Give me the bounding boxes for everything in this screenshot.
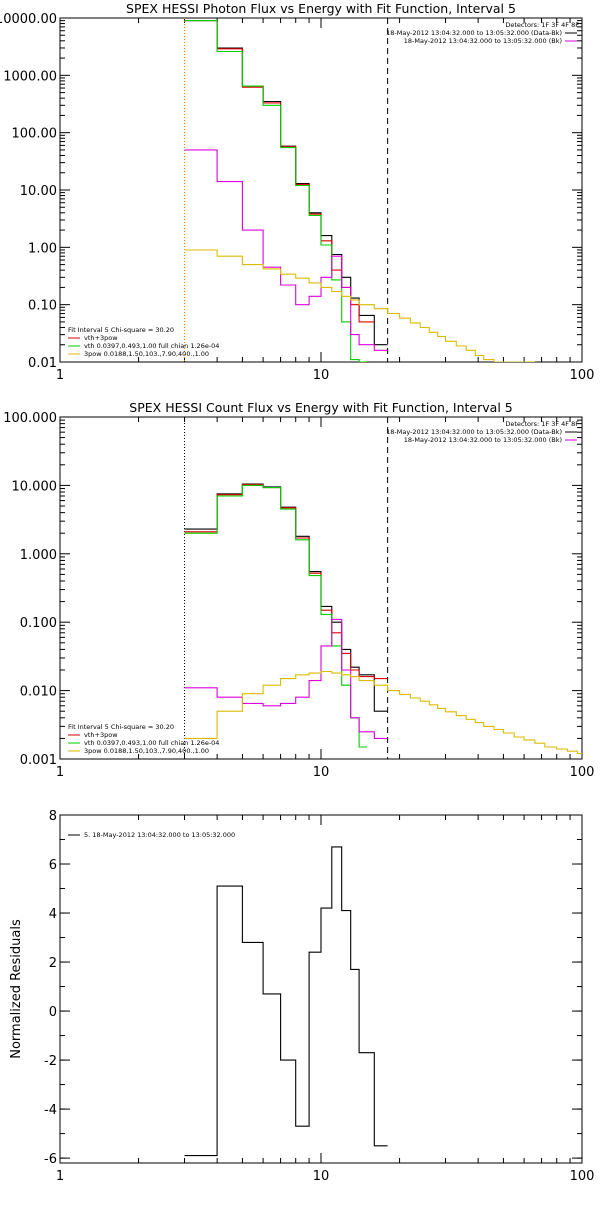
- legend-left: 5. 18-May-2012 13:04:32.000 to 13:05:32.…: [68, 831, 235, 839]
- plot-frame: [59, 814, 583, 1164]
- legend-header: Detectors: 1F 3F 4F 8F: [505, 21, 579, 29]
- chart-title: SPEX HESSI Count Flux vs Energy with Fit…: [129, 400, 512, 415]
- x-tick-label: 100: [570, 765, 595, 780]
- y-tick-label: 100.000: [3, 411, 57, 426]
- legend-label: 3pow 0.0188,1.50,103.,7.90,400.,1.00: [84, 747, 209, 755]
- y-tick-label: 0.10: [28, 299, 57, 314]
- legend-header: Fit Interval 5 Chi-square = 30.20: [68, 326, 174, 334]
- series-line-1: [184, 846, 388, 1157]
- y-tick-label: 1000.00: [3, 69, 57, 84]
- series-line-2: [184, 483, 388, 680]
- legend-label: vth 0.0397,0.493,1.00 full chian 1.26e-0…: [84, 739, 219, 747]
- x-tick-label: 10: [313, 368, 330, 383]
- series-line-5: [184, 249, 535, 362]
- x-tick-label: 10: [313, 1169, 330, 1184]
- plot-frame: [59, 17, 583, 363]
- y-tick-label: 6: [49, 858, 57, 873]
- y-tick-label: 1.00: [28, 241, 57, 256]
- series-group: [184, 846, 388, 1157]
- series-group: [184, 483, 582, 755]
- series-line-2: [184, 20, 375, 323]
- y-tick-label: -2: [44, 1054, 57, 1069]
- y-tick-label: 0: [49, 1005, 57, 1020]
- x-tick-label: 100: [570, 1169, 595, 1184]
- y-tick-label: -6: [44, 1152, 57, 1167]
- series-line-4: [184, 149, 388, 351]
- legend-label: 18-May-2012 13:04:32.000 to 13:05:32.000…: [386, 29, 562, 37]
- series-group: [184, 20, 535, 362]
- y-tick-label: 1.000: [20, 548, 57, 563]
- chart-title: SPEX HESSI Photon Flux vs Energy with Fi…: [126, 1, 516, 16]
- y-tick-label: 8: [49, 809, 57, 824]
- x-tick-label: 1: [56, 765, 64, 780]
- y-tick-label: 10.000: [12, 479, 58, 494]
- legend-header: Fit Interval 5 Chi-square = 30.20: [68, 723, 174, 731]
- legend-label: 5. 18-May-2012 13:04:32.000 to 13:05:32.…: [84, 831, 235, 839]
- chart-1: SPEX HESSI Photon Flux vs Energy with Fi…: [0, 1, 594, 383]
- legend-label: vth+3pow: [84, 731, 118, 739]
- series-line-5: [184, 670, 582, 755]
- series-line-4: [184, 618, 388, 739]
- y-tick-label: -4: [44, 1103, 57, 1118]
- y-tick-label: 100.00: [12, 127, 58, 142]
- legend-label: vth 0.0397,0.493,1.00 full chian 1.26e-0…: [84, 342, 219, 350]
- y-tick-label: 4: [49, 907, 57, 922]
- series-line-3: [184, 484, 367, 748]
- y-tick-label: 0.001: [20, 753, 57, 768]
- y-tick-label: 10.00: [20, 184, 57, 199]
- legend-label: 3pow 0.0188,1.50,103.,7.90,400.,1.00: [84, 350, 209, 358]
- x-tick-label: 1: [56, 368, 64, 383]
- x-tick-label: 100: [570, 368, 595, 383]
- legend-left: Fit Interval 5 Chi-square = 30.20vth+3po…: [68, 723, 219, 755]
- x-tick-label: 1: [56, 1169, 64, 1184]
- x-tick-label: 10: [313, 765, 330, 780]
- y-tick-label: 0.010: [20, 685, 57, 700]
- legend-left: Fit Interval 5 Chi-square = 30.20vth+3po…: [68, 326, 219, 358]
- y-tick-label: 0.01: [28, 356, 57, 371]
- y-tick-label: 2: [49, 956, 57, 971]
- series-line-1: [184, 20, 388, 346]
- y-tick-label: 10000.00: [0, 12, 57, 27]
- legend-label: 18-May-2012 13:04:32.000 to 13:05:32.000…: [386, 428, 562, 436]
- series-line-3: [184, 20, 367, 362]
- chart-3: 1 10 100 -6 -4 -2 0 2 4 6 8 Normalized Residuals 5. …: [9, 809, 594, 1184]
- legend-label: 18-May-2012 13:04:32.000 to 13:05:32.000…: [404, 37, 562, 45]
- legend-header: Detectors: 1F 3F 4F 8F: [505, 420, 579, 428]
- y-tick-label: 0.100: [20, 616, 57, 631]
- chart-2: SPEX HESSI Count Flux vs Energy with Fit…: [3, 400, 594, 780]
- legend-label: 18-May-2012 13:04:32.000 to 13:05:32.000…: [404, 436, 562, 444]
- y-axis-label: Normalized Residuals: [9, 919, 24, 1059]
- legend-label: vth+3pow: [84, 334, 118, 342]
